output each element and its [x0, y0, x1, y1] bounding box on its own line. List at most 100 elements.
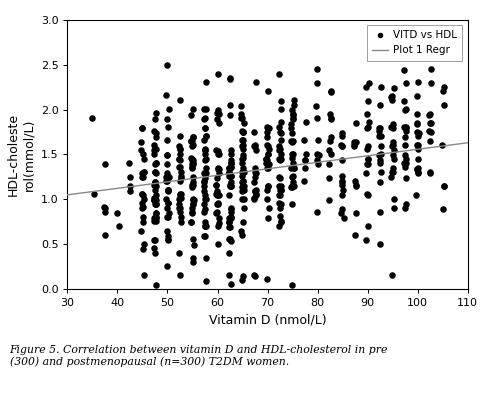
Point: [139, 173, 147, 180]
Point: [240, 273, 247, 279]
Point: [202, 133, 210, 139]
Point: [176, 146, 184, 152]
Point: [364, 223, 372, 229]
Point: [163, 205, 171, 211]
Point: [339, 187, 347, 194]
Point: [239, 156, 246, 162]
Point: [288, 282, 296, 288]
Point: [239, 169, 246, 175]
Point: [239, 115, 246, 122]
Point: [188, 164, 196, 170]
Point: [240, 168, 248, 175]
Point: [176, 192, 184, 198]
Point: [228, 151, 235, 158]
Point: [326, 138, 334, 144]
Point: [276, 213, 284, 220]
Point: [276, 174, 284, 181]
Point: [201, 125, 209, 131]
Point: [277, 119, 285, 126]
Point: [175, 204, 183, 211]
Point: [389, 152, 397, 158]
Point: [252, 187, 260, 193]
Point: [414, 93, 421, 99]
Point: [287, 138, 295, 145]
Point: [240, 177, 247, 184]
Point: [289, 137, 297, 144]
Point: [140, 272, 148, 278]
Point: [375, 125, 383, 131]
Point: [287, 121, 295, 127]
Point: [227, 224, 234, 230]
Point: [290, 101, 298, 108]
Point: [414, 146, 422, 152]
Point: [388, 124, 395, 131]
Point: [402, 134, 409, 141]
Point: [390, 85, 398, 91]
Point: [302, 119, 310, 126]
Point: [275, 192, 282, 198]
Point: [288, 174, 295, 180]
Point: [226, 75, 234, 82]
Point: [163, 160, 171, 167]
Point: [277, 200, 285, 207]
Point: [151, 116, 159, 122]
Point: [187, 111, 195, 118]
Point: [151, 187, 159, 193]
Point: [177, 219, 185, 225]
Point: [139, 246, 147, 253]
Point: [239, 182, 247, 188]
Point: [376, 179, 384, 185]
Point: [352, 120, 360, 127]
Point: [288, 201, 296, 207]
Point: [278, 218, 285, 224]
Point: [228, 164, 235, 170]
Point: [227, 206, 235, 212]
Point: [340, 215, 348, 221]
Point: [188, 182, 196, 188]
Point: [163, 152, 171, 158]
Point: [202, 223, 210, 229]
Point: [163, 137, 171, 144]
Point: [338, 179, 346, 185]
Point: [413, 111, 421, 117]
Point: [189, 259, 197, 266]
Point: [175, 97, 183, 103]
Point: [225, 215, 233, 221]
Point: [227, 209, 235, 215]
Point: [201, 151, 208, 157]
Point: [190, 242, 198, 248]
Point: [338, 143, 346, 149]
Point: [264, 276, 271, 282]
Point: [364, 156, 372, 162]
Point: [389, 142, 397, 148]
Point: [226, 168, 233, 175]
Point: [239, 151, 247, 158]
Point: [188, 156, 196, 162]
Point: [126, 188, 134, 194]
Point: [201, 206, 209, 212]
Point: [264, 156, 271, 163]
Point: [238, 277, 245, 284]
Point: [175, 156, 183, 162]
Point: [387, 94, 395, 100]
Point: [240, 183, 248, 189]
Point: [238, 160, 246, 166]
Text: Figure 5. Correlation between vitamin D and HDL-cholesterol in pre
(300) and pos: Figure 5. Correlation between vitamin D …: [10, 345, 388, 367]
Point: [402, 80, 410, 86]
Point: [188, 210, 196, 216]
Point: [264, 151, 272, 157]
Point: [201, 232, 209, 239]
Point: [213, 182, 220, 188]
Point: [252, 143, 259, 149]
Point: [263, 134, 271, 140]
Point: [176, 164, 184, 170]
Point: [152, 210, 160, 216]
Point: [150, 147, 158, 154]
Point: [152, 160, 160, 166]
Point: [276, 156, 283, 163]
Point: [189, 161, 197, 167]
Point: [152, 214, 160, 221]
Point: [225, 170, 232, 176]
Point: [290, 97, 297, 103]
Point: [289, 183, 296, 189]
